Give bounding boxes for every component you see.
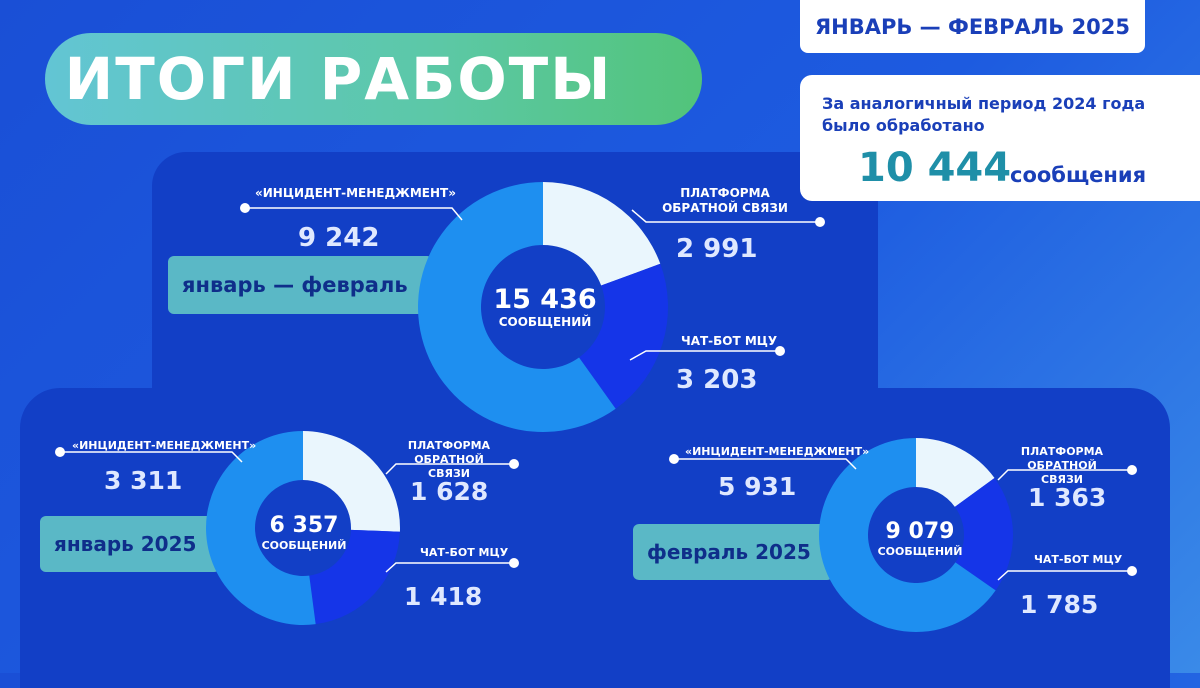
chart2-platform-label: ПЛАТФОРМА ОБРАТНОЙ СВЯЗИ bbox=[1020, 445, 1104, 486]
chart1-incident-label: «ИНЦИДЕНТ-МЕНЕДЖМЕНТ» bbox=[72, 439, 257, 452]
chart1-platform-slice bbox=[303, 431, 400, 532]
comparison-text: За аналогичный период 2024 года было обр… bbox=[822, 94, 1146, 135]
chart0-chatbot-connector bbox=[629, 350, 780, 361]
chart2-incident-slice bbox=[818, 438, 996, 632]
charts-svg bbox=[55, 182, 1137, 632]
chart2-chatbot-slice bbox=[954, 478, 1014, 591]
chart0-incident-label: «ИНЦИДЕНТ-МЕНЕДЖМЕНТ» bbox=[255, 186, 456, 200]
chart2-incident-value: 5 931 bbox=[718, 472, 797, 501]
period-label-jan: январь 2025 bbox=[40, 516, 220, 572]
chart1-chatbot-value: 1 418 bbox=[404, 582, 483, 611]
comparison-box: За аналогичный период 2024 года было обр… bbox=[800, 75, 1200, 201]
chart0-incident-connector-dot bbox=[240, 203, 250, 213]
title-pill: ИТОГИ РАБОТЫ bbox=[45, 33, 702, 125]
chart0-chatbot-label: ЧАТ-БОТ МЦУ bbox=[681, 334, 778, 348]
page-title: ИТОГИ РАБОТЫ bbox=[64, 45, 613, 113]
chart2-incident-label: «ИНЦИДЕНТ-МЕНЕДЖМЕНТ» bbox=[685, 445, 870, 458]
chart2-total-unit: СООБЩЕНИЙ bbox=[877, 545, 963, 558]
period-badge: ЯНВАРЬ — ФЕВРАЛЬ 2025 bbox=[800, 0, 1145, 53]
chart1-total-unit: СООБЩЕНИЙ bbox=[261, 539, 347, 552]
chart2-platform-connector bbox=[997, 469, 1132, 481]
chart1-incident-connector bbox=[60, 451, 243, 463]
chart0-incident-connector bbox=[245, 207, 463, 221]
chart1-chatbot-label: ЧАТ-БОТ МЦУ bbox=[420, 546, 509, 559]
chart1-chatbot-connector-dot bbox=[509, 558, 519, 568]
chart2-platform-connector-dot bbox=[1127, 465, 1137, 475]
chart1-chatbot-slice bbox=[309, 529, 400, 625]
chart0-platform-label: ПЛАТФОРМА ОБРАТНОЙ СВЯЗИ bbox=[662, 186, 788, 215]
chart1-platform-value: 1 628 bbox=[410, 477, 489, 506]
comparison-number: 10 444 bbox=[858, 145, 1012, 191]
chart2-total: 9 079 bbox=[885, 519, 955, 544]
chart2-platform-slice bbox=[916, 438, 995, 507]
chart0-total: 15 436 bbox=[493, 284, 597, 315]
chart0-chatbot-slice bbox=[579, 263, 668, 409]
chart0-total-unit: СООБЩЕНИЙ bbox=[498, 315, 592, 329]
chart1-platform-label: ПЛАТФОРМА ОБРАТНОЙ СВЯЗИ bbox=[407, 439, 491, 480]
chart2-incident-connector bbox=[674, 458, 857, 470]
period-label-main: январь — февраль bbox=[168, 256, 433, 314]
chart2-chatbot-connector bbox=[997, 570, 1132, 581]
chart0-incident-value: 9 242 bbox=[298, 223, 380, 253]
period-label-feb: февраль 2025 bbox=[633, 524, 833, 580]
chart2-chatbot-label: ЧАТ-БОТ МЦУ bbox=[1034, 553, 1123, 566]
chart1-incident-slice bbox=[206, 431, 316, 625]
chart2-chatbot-connector-dot bbox=[1127, 566, 1137, 576]
chart1-platform-connector bbox=[385, 463, 514, 475]
chart0-chatbot-connector-dot bbox=[775, 346, 785, 356]
comparison-unit: сообщения bbox=[1010, 163, 1147, 187]
chart2-incident-connector-dot bbox=[669, 454, 679, 464]
chart0-incident-slice bbox=[417, 182, 616, 432]
chart1-total: 6 357 bbox=[269, 513, 339, 538]
chart0-platform-connector-dot bbox=[815, 217, 825, 227]
chart1-incident-connector-dot bbox=[55, 447, 65, 457]
chart0-chatbot-value: 3 203 bbox=[676, 365, 758, 395]
chart0-platform-value: 2 991 bbox=[676, 234, 758, 264]
chart2-chatbot-value: 1 785 bbox=[1020, 590, 1099, 619]
chart1-incident-value: 3 311 bbox=[104, 466, 183, 495]
chart0-platform-slice bbox=[543, 182, 661, 286]
period-badge-text: ЯНВАРЬ — ФЕВРАЛЬ 2025 bbox=[814, 14, 1131, 39]
chart1-platform-connector-dot bbox=[509, 459, 519, 469]
chart1-chatbot-connector bbox=[385, 562, 514, 573]
chart0-platform-connector bbox=[631, 209, 820, 223]
chart2-platform-value: 1 363 bbox=[1028, 483, 1107, 512]
